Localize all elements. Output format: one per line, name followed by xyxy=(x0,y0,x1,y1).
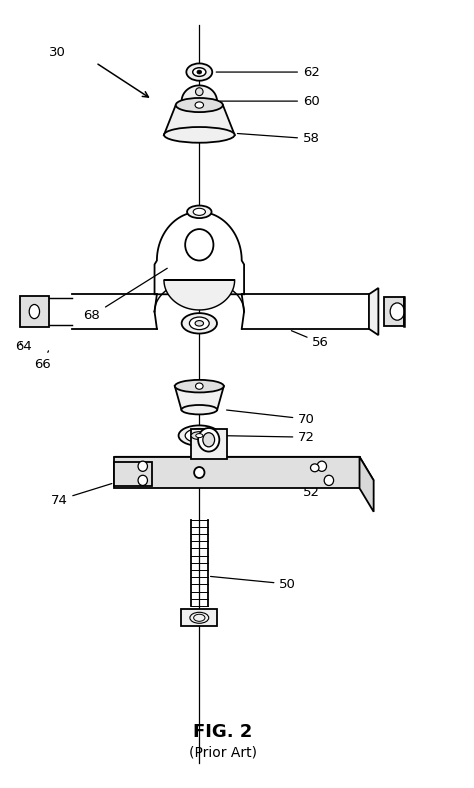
Ellipse shape xyxy=(193,208,205,215)
Text: 50: 50 xyxy=(210,577,296,590)
Polygon shape xyxy=(155,212,244,294)
Ellipse shape xyxy=(176,98,223,112)
Text: 56: 56 xyxy=(292,331,329,349)
Polygon shape xyxy=(115,463,152,486)
Text: (Prior Art): (Prior Art) xyxy=(189,746,257,760)
Ellipse shape xyxy=(195,321,203,326)
Ellipse shape xyxy=(191,432,208,440)
Text: 58: 58 xyxy=(237,132,320,145)
Ellipse shape xyxy=(186,63,212,80)
Polygon shape xyxy=(20,296,48,327)
Ellipse shape xyxy=(196,383,203,389)
Polygon shape xyxy=(359,457,374,511)
Ellipse shape xyxy=(196,433,203,437)
Ellipse shape xyxy=(182,92,217,110)
Ellipse shape xyxy=(179,426,220,446)
Text: 66: 66 xyxy=(34,351,51,370)
Text: 60: 60 xyxy=(220,95,320,108)
Polygon shape xyxy=(175,386,224,410)
Polygon shape xyxy=(369,288,378,335)
Text: 70: 70 xyxy=(227,410,315,426)
Ellipse shape xyxy=(193,68,206,76)
Text: 30: 30 xyxy=(48,46,65,59)
Text: 64: 64 xyxy=(15,340,32,353)
Text: 52: 52 xyxy=(303,475,357,499)
Text: 54: 54 xyxy=(229,466,306,479)
Ellipse shape xyxy=(185,429,213,443)
Ellipse shape xyxy=(190,317,209,329)
Ellipse shape xyxy=(195,102,203,108)
Ellipse shape xyxy=(194,467,204,478)
Polygon shape xyxy=(115,457,374,481)
Text: 62: 62 xyxy=(216,65,320,79)
Ellipse shape xyxy=(198,428,219,452)
Ellipse shape xyxy=(138,461,147,471)
Text: 68: 68 xyxy=(83,268,167,322)
Polygon shape xyxy=(182,609,217,626)
Ellipse shape xyxy=(203,433,215,447)
Ellipse shape xyxy=(138,475,147,485)
Text: FIG. 2: FIG. 2 xyxy=(193,723,253,741)
Ellipse shape xyxy=(310,464,319,472)
Ellipse shape xyxy=(187,206,211,218)
Ellipse shape xyxy=(164,127,235,143)
Ellipse shape xyxy=(175,380,224,392)
Polygon shape xyxy=(182,85,217,101)
Text: 74: 74 xyxy=(51,484,112,507)
Ellipse shape xyxy=(29,304,39,318)
Ellipse shape xyxy=(324,475,334,485)
Polygon shape xyxy=(384,296,404,326)
Polygon shape xyxy=(115,457,359,489)
Ellipse shape xyxy=(196,87,203,95)
Ellipse shape xyxy=(390,303,404,320)
Ellipse shape xyxy=(317,461,327,471)
Polygon shape xyxy=(164,281,235,310)
Ellipse shape xyxy=(185,229,213,261)
Polygon shape xyxy=(164,105,235,135)
Polygon shape xyxy=(191,429,227,459)
Ellipse shape xyxy=(182,313,217,333)
Ellipse shape xyxy=(197,70,201,74)
Text: 72: 72 xyxy=(223,431,315,444)
Ellipse shape xyxy=(182,405,217,414)
